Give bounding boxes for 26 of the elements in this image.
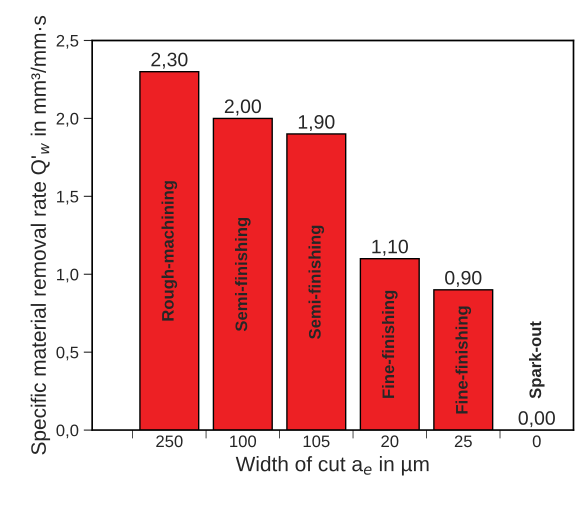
data-label: 0,90 <box>445 270 482 287</box>
y-tick-label: 2,5 <box>56 34 78 49</box>
x-tick-label: 100 <box>230 435 256 448</box>
y-tick-label: 1,5 <box>57 190 78 204</box>
data-label: 2,00 <box>224 99 261 116</box>
x-axis-title: Width of cut a$_{e}$ in µm <box>236 456 429 476</box>
x-tick-label: 20 <box>381 435 398 448</box>
y-tick-label: 1,0 <box>57 268 78 282</box>
annotation: Rough-machining <box>162 181 178 321</box>
x-tick-label: 250 <box>156 435 183 448</box>
data-label: 2,30 <box>151 52 188 69</box>
y-axis-title: Specific material removal rate Q'$_{w}$ in mm³/mm·s <box>30 16 50 455</box>
annotation: Fine-finishing <box>455 306 472 414</box>
x-tick-label: 25 <box>454 435 472 448</box>
data-label: 1,90 <box>298 114 334 132</box>
annotation: Spark-out <box>528 321 545 398</box>
annotation: Fine-finishing <box>382 290 398 398</box>
y-tick-label: 0,0 <box>56 424 78 438</box>
y-tick-label: 0,5 <box>56 346 78 360</box>
annotation: Semi-finishing <box>235 218 251 332</box>
data-label: 0,00 <box>518 411 555 428</box>
x-tick-label: 0 <box>532 435 541 448</box>
x-tick-label: 105 <box>304 435 330 448</box>
annotation: Semi-finishing <box>308 226 324 339</box>
data-label: 1,10 <box>372 240 408 256</box>
y-tick-label: 2,0 <box>56 112 78 127</box>
